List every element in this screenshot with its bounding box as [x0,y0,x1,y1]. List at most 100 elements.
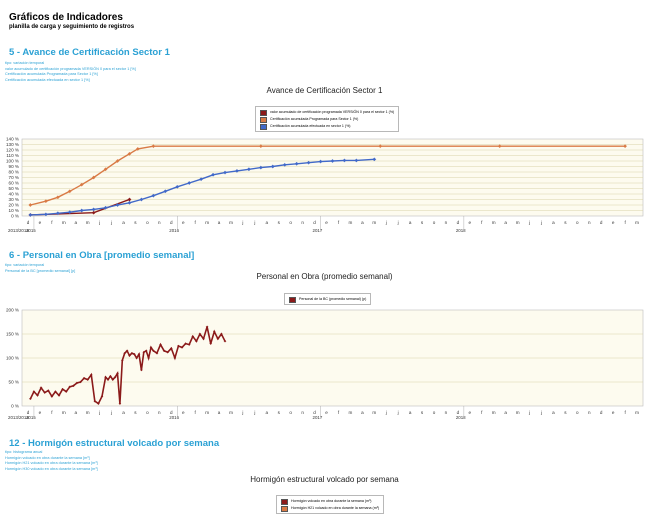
x-tick-label: m [492,410,496,415]
y-tick-label: 80 % [9,170,19,175]
data-point [93,399,97,403]
data-point [82,376,86,380]
data-point [75,381,79,385]
x-tick-label: a [552,410,555,415]
x-tick-label: e [469,410,472,415]
section-12-meta: tipo: histograma anual Hormigón volcado … [5,450,98,472]
data-point [135,356,138,360]
data-point [354,158,359,163]
data-point [139,197,144,202]
x-tick-label: j [540,410,542,415]
data-point [246,167,251,172]
x-tick-label: j [241,410,243,415]
section-6-meta: tipo: variación temporal Personal de la … [5,263,75,274]
data-point [123,351,127,355]
data-point [282,162,287,167]
data-point [28,203,33,207]
section-5-meta: tipo: variación temporal valor acumulado… [5,61,136,83]
data-point [195,339,198,343]
y-tick-label: 0 % [11,214,19,219]
chart-2-title: Personal en Obra (promedio semanal) [256,272,393,281]
meta-line: Hormigón volcado en obra durante la sema… [5,455,90,460]
data-point [151,193,156,198]
section-5-title: 5 - Avance de Certificación Sector 1 [9,47,170,58]
x-tick-label: m [516,220,520,225]
y-tick-label: 50 % [9,186,19,191]
x-tick-label: e [39,410,42,415]
data-point [79,182,84,187]
y-tick-label: 50 % [9,380,19,385]
y-tick-label: 70 % [9,175,19,180]
data-point [173,356,177,360]
x-tick-label: j [385,220,387,225]
x-tick-label: a [74,410,77,415]
meta-line: tipo: variación temporal [5,263,45,267]
page-subtitle: planilla de carga y seguimiento de regis… [9,24,135,30]
x-tick-label: m [86,220,90,225]
data-point [169,347,173,350]
x-tick-label: a [266,220,269,225]
data-point [68,385,72,389]
y-tick-label: 100 % [6,356,19,361]
x-tick-label: d [313,220,316,225]
x-tick-label: m [348,410,352,415]
meta-line: tipo: histograma anual [5,450,43,454]
data-point [104,375,107,379]
data-point [378,144,383,149]
legend-swatch [289,296,296,303]
data-point [132,352,136,356]
y-tick-label: 200 % [6,308,19,313]
data-point [258,165,263,170]
legend-swatch [260,123,267,130]
data-point [137,352,141,356]
x-tick-label: n [445,410,448,415]
meta-line: Certificación acumulada Programada para … [5,72,98,77]
x-tick-label: o [433,410,436,415]
chart-2-legend: Personal de la BC (promedio semanal) (p) [284,293,372,305]
x-tick-label: o [433,220,436,225]
year-label: 2016 [169,228,179,233]
data-point [127,151,132,156]
data-point [294,161,299,166]
data-point [43,212,48,217]
data-point [623,144,627,149]
data-point [162,349,166,353]
legend-swatch [260,116,267,123]
y-tick-label: 110 % [6,153,19,158]
legend-swatch [260,109,267,116]
legend-item: Certificación acumulada Programada para … [260,116,394,123]
x-tick-label: e [325,220,328,225]
year-label: 2013/2014 [8,415,29,420]
x-tick-label: e [612,410,615,415]
meta-line: tipo: variación temporal [5,61,45,65]
data-point [91,210,96,215]
x-tick-label: a [266,410,269,415]
x-tick-label: j [528,220,530,225]
x-tick-label: d [170,410,173,415]
x-tick-label: d [600,220,603,225]
x-tick-label: e [612,220,615,225]
data-point [79,208,84,213]
data-point [342,158,347,163]
x-tick-label: m [86,410,90,415]
data-point [155,351,159,355]
x-tick-label: o [576,220,579,225]
x-tick-label: m [62,410,66,415]
x-tick-label: f [338,220,340,225]
y-tick-label: 100 % [6,159,19,164]
data-point [149,346,153,349]
legend-swatch [281,505,288,512]
data-point [166,350,170,354]
x-tick-label: n [445,220,448,225]
x-tick-label: j [528,410,530,415]
y-tick-label: 0 % [11,404,19,409]
legend-label: valor acumulado de certificación program… [270,110,395,114]
data-point [61,387,64,391]
legend-item: Personal de la BC (promedio semanal) (p) [289,296,366,303]
data-point [235,168,239,173]
x-tick-label: m [635,220,639,225]
legend-swatch [281,498,288,505]
section-6-title: 6 - Personal en Obra [promedio semanal] [9,250,195,261]
x-tick-label: d [27,410,30,415]
